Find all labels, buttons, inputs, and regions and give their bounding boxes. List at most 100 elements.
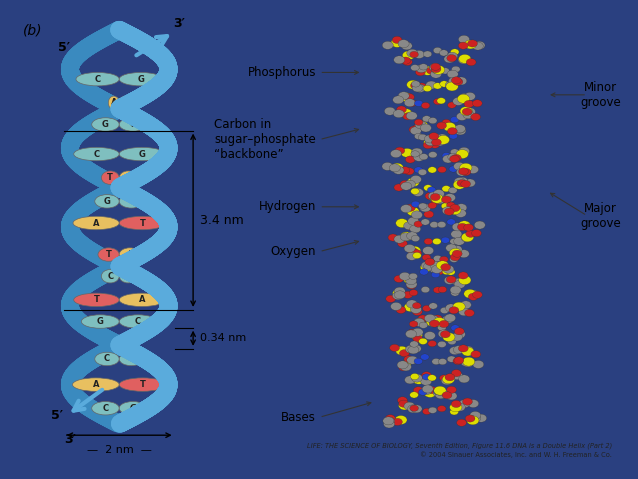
Text: A: A	[138, 296, 145, 304]
Text: G: G	[138, 149, 145, 159]
Circle shape	[433, 389, 444, 397]
Text: T: T	[106, 250, 112, 259]
Circle shape	[412, 84, 423, 92]
Circle shape	[410, 175, 422, 183]
Text: G: G	[125, 272, 131, 281]
Circle shape	[450, 286, 461, 294]
Circle shape	[429, 133, 439, 140]
Circle shape	[433, 65, 441, 71]
Circle shape	[447, 356, 456, 362]
Circle shape	[465, 415, 475, 422]
Circle shape	[430, 222, 438, 228]
Circle shape	[438, 324, 446, 331]
Circle shape	[406, 252, 417, 260]
Circle shape	[426, 67, 436, 74]
Circle shape	[429, 303, 438, 309]
Circle shape	[456, 149, 468, 159]
Text: Phosphorus: Phosphorus	[248, 66, 316, 79]
Circle shape	[446, 276, 456, 283]
Text: C: C	[103, 404, 108, 413]
Circle shape	[435, 391, 447, 399]
Circle shape	[413, 387, 423, 394]
Ellipse shape	[95, 194, 119, 208]
Circle shape	[407, 178, 419, 187]
Ellipse shape	[73, 217, 119, 230]
Circle shape	[434, 138, 445, 146]
Circle shape	[452, 223, 463, 231]
Circle shape	[428, 192, 440, 200]
Circle shape	[463, 398, 472, 405]
Circle shape	[417, 83, 427, 90]
Circle shape	[447, 219, 456, 225]
Circle shape	[450, 403, 462, 412]
Circle shape	[406, 280, 417, 288]
Circle shape	[447, 386, 456, 393]
Circle shape	[438, 406, 446, 412]
Ellipse shape	[119, 72, 163, 86]
Circle shape	[450, 205, 460, 212]
Circle shape	[404, 180, 415, 188]
Circle shape	[414, 319, 425, 327]
Circle shape	[419, 154, 428, 160]
Circle shape	[403, 274, 415, 284]
Circle shape	[463, 359, 473, 367]
Circle shape	[441, 68, 450, 74]
Circle shape	[444, 55, 455, 63]
Circle shape	[408, 405, 419, 413]
Circle shape	[400, 233, 412, 241]
Circle shape	[428, 407, 437, 413]
Circle shape	[461, 234, 472, 242]
Circle shape	[451, 400, 461, 408]
Circle shape	[429, 64, 441, 72]
Circle shape	[468, 165, 478, 173]
Circle shape	[404, 303, 417, 312]
Circle shape	[470, 414, 481, 422]
Circle shape	[412, 188, 424, 196]
Circle shape	[427, 387, 437, 394]
Circle shape	[422, 372, 431, 379]
Ellipse shape	[119, 148, 165, 161]
Circle shape	[399, 350, 410, 357]
Circle shape	[424, 261, 434, 268]
Circle shape	[422, 254, 431, 261]
Text: T: T	[139, 218, 145, 228]
Text: 3′: 3′	[174, 17, 185, 30]
Circle shape	[394, 275, 404, 283]
Circle shape	[450, 306, 458, 312]
Circle shape	[419, 134, 427, 140]
Circle shape	[455, 127, 466, 135]
Circle shape	[422, 385, 433, 393]
Circle shape	[416, 65, 427, 73]
Circle shape	[473, 360, 484, 368]
Circle shape	[407, 49, 418, 57]
Circle shape	[420, 269, 428, 275]
Circle shape	[472, 100, 482, 107]
Circle shape	[385, 415, 396, 422]
Circle shape	[404, 402, 415, 410]
Circle shape	[470, 411, 481, 420]
Circle shape	[459, 168, 468, 175]
Circle shape	[441, 196, 451, 203]
Ellipse shape	[119, 352, 144, 365]
Circle shape	[383, 417, 394, 425]
Circle shape	[454, 328, 464, 335]
Circle shape	[445, 314, 456, 322]
Circle shape	[429, 152, 437, 158]
Text: —  2 nm  —: — 2 nm —	[87, 445, 152, 455]
Circle shape	[394, 56, 404, 64]
Circle shape	[446, 244, 457, 252]
Circle shape	[420, 204, 431, 212]
Ellipse shape	[119, 118, 147, 131]
Circle shape	[464, 224, 473, 231]
Circle shape	[429, 63, 440, 71]
Ellipse shape	[119, 293, 165, 307]
Circle shape	[412, 308, 422, 316]
Circle shape	[420, 374, 430, 381]
Circle shape	[454, 125, 465, 133]
Circle shape	[401, 148, 413, 157]
Circle shape	[453, 278, 464, 286]
Circle shape	[393, 166, 404, 174]
Circle shape	[384, 107, 396, 115]
Text: A: A	[93, 380, 99, 389]
Text: G: G	[130, 404, 137, 413]
